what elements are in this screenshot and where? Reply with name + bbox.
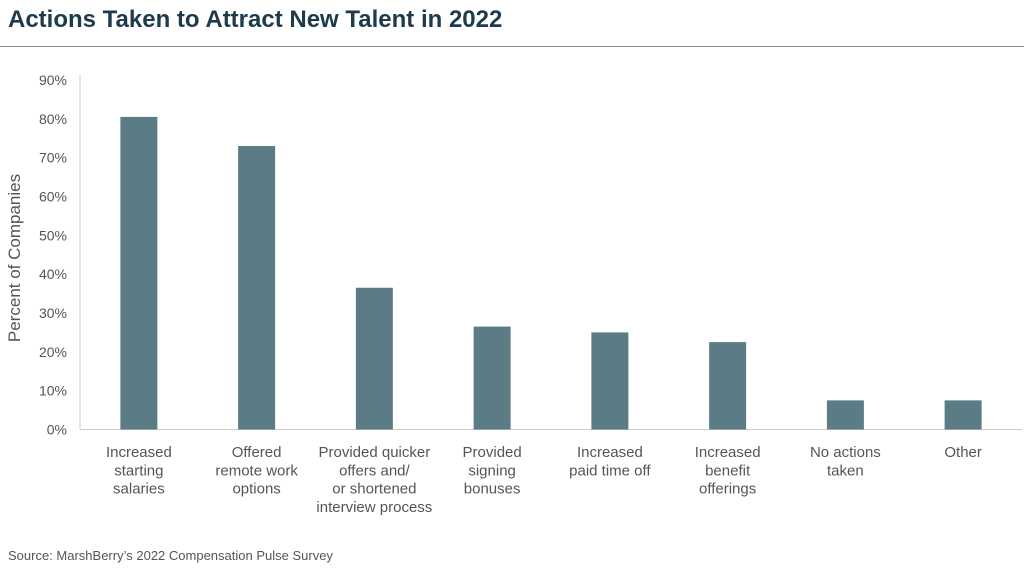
bar xyxy=(709,342,747,430)
bar xyxy=(355,287,393,430)
y-tick-label: 90% xyxy=(39,72,67,88)
chart-title: Actions Taken to Attract New Talent in 2… xyxy=(8,6,503,33)
y-tick-label: 40% xyxy=(39,266,67,282)
x-category-label: Offered remote work options xyxy=(215,444,298,498)
y-tick-label: 80% xyxy=(39,111,67,127)
x-category-label: Increased paid time off xyxy=(569,444,651,479)
source-note: Source: MarshBerry’s 2022 Compensation P… xyxy=(8,548,333,563)
x-category-label: Provided signing bonuses xyxy=(463,444,522,498)
bar xyxy=(473,326,511,430)
x-category-label: Increased benefit offerings xyxy=(695,444,761,498)
y-tick-label: 10% xyxy=(39,383,67,399)
y-axis-title: Percent of Companies xyxy=(5,174,24,342)
x-category-label: Increased starting salaries xyxy=(106,444,172,498)
bars xyxy=(120,116,982,430)
y-tick-label: 0% xyxy=(47,422,67,438)
y-axis-title-group: Percent of Companies xyxy=(5,174,24,342)
category-labels: Increased starting salaries Offered remote w… xyxy=(106,444,982,516)
y-tick-label: 20% xyxy=(39,344,67,360)
y-tick-label: 30% xyxy=(39,305,67,321)
bar xyxy=(591,332,629,430)
bar xyxy=(826,400,864,430)
title-divider xyxy=(0,46,1024,47)
y-tick-label: 70% xyxy=(39,150,67,166)
y-tick-label: 60% xyxy=(39,189,67,205)
bar xyxy=(238,146,276,430)
x-category-label: Other xyxy=(944,444,982,461)
y-tick-label: 50% xyxy=(39,227,67,243)
x-category-label: No actions taken xyxy=(810,444,881,479)
axes xyxy=(79,74,1022,430)
x-category-label: Provided quicker offers and/or shortened i… xyxy=(316,444,432,516)
bar xyxy=(944,400,982,430)
bar xyxy=(120,116,158,430)
y-axis-ticks: 0% 10% 20% 30% 40% 50% 60% 70% 80% 90% xyxy=(39,72,67,438)
